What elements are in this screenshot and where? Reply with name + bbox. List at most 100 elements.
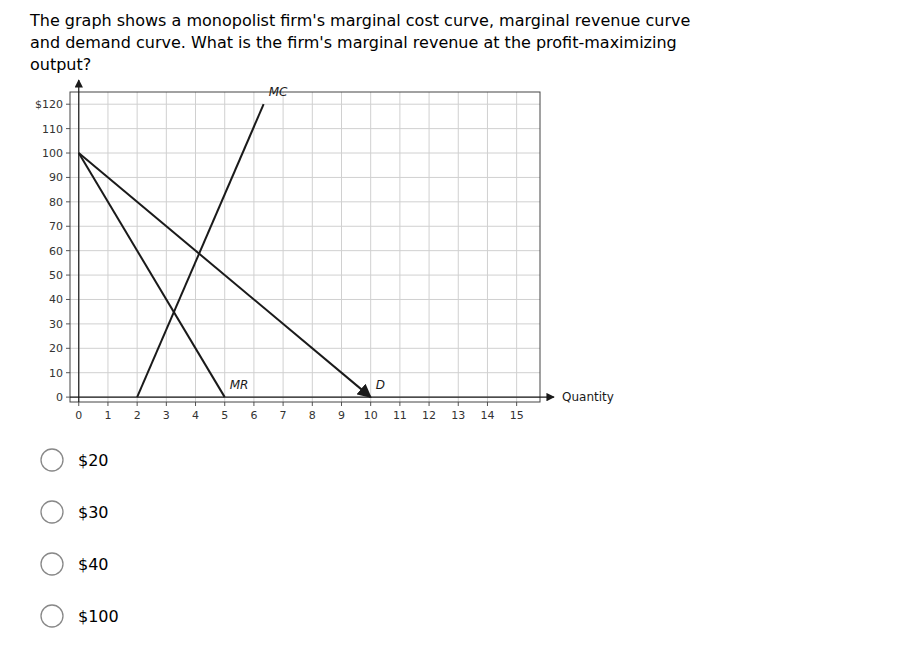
x-axis-arrow: [70, 397, 554, 398]
tick-label: 15: [510, 409, 524, 422]
tick: [66, 397, 70, 398]
tick-label: 70: [49, 220, 63, 233]
tick-label: 2: [134, 409, 141, 422]
tick: [516, 402, 517, 406]
tick-label: 90: [49, 171, 63, 184]
tick-label: 7: [280, 409, 287, 422]
tick: [66, 323, 70, 324]
tick: [487, 402, 488, 406]
plot-frame: [70, 92, 540, 402]
grid-line: [253, 92, 254, 402]
grid: [70, 92, 540, 402]
tick-label: 0: [75, 409, 82, 422]
tick: [66, 250, 70, 251]
tick: [66, 104, 70, 105]
tick: [312, 402, 313, 406]
tick: [66, 372, 70, 373]
tick-label: 60: [49, 245, 63, 258]
grid-line: [70, 177, 540, 178]
curve-label: D: [376, 378, 385, 392]
tick: [66, 275, 70, 276]
grid-line: [370, 92, 371, 402]
tick-label: 4: [192, 409, 199, 422]
tick: [66, 348, 70, 349]
grid-line: [70, 348, 540, 349]
radio-button: [41, 449, 63, 471]
grid-line: [487, 92, 488, 402]
tick: [66, 201, 70, 202]
grid-line: [70, 104, 540, 105]
tick: [107, 402, 108, 406]
tick-label: 80: [49, 196, 63, 209]
tick: [283, 402, 284, 406]
title: output?: [30, 55, 91, 74]
grid-line: [341, 92, 342, 402]
tick: [224, 402, 225, 406]
tick-label: 3: [163, 409, 170, 422]
grid-line: [429, 92, 430, 402]
curve: [79, 153, 371, 397]
tick: [66, 299, 70, 300]
tick: [399, 402, 400, 406]
radio-button: [41, 553, 63, 575]
tick: [341, 402, 342, 406]
tick: [137, 402, 138, 406]
tick: [66, 177, 70, 178]
tick: [66, 153, 70, 154]
title: and demand curve. What is the firm's mar…: [30, 33, 677, 52]
choices: $20 $30 $40 $100: [41, 449, 119, 627]
tick: [429, 402, 430, 406]
radio-button: [41, 501, 63, 523]
lines: [79, 104, 371, 397]
tick-label: 100: [42, 147, 63, 160]
tick: [370, 402, 371, 406]
choice-label: $20: [78, 451, 109, 470]
tick: [78, 402, 79, 406]
grid-line: [70, 153, 540, 154]
choice-label: $30: [78, 503, 109, 522]
grid-line: [70, 275, 540, 276]
grid-line: [107, 92, 108, 402]
grid-line: [458, 92, 459, 402]
grid-line: [283, 92, 284, 402]
tick-label: 9: [338, 409, 345, 422]
grid-line: [137, 92, 138, 402]
radio-button: [41, 605, 63, 627]
tick-label: 14: [480, 409, 494, 422]
choice-label: $40: [78, 555, 109, 574]
grid-line: [224, 92, 225, 402]
title: The graph shows a monopolist firm's marg…: [29, 11, 690, 30]
tick-label: 40: [49, 293, 63, 306]
grid-line: [399, 92, 400, 402]
chart: The graph shows a monopolist firm's marg…: [0, 0, 907, 657]
tick: [166, 402, 167, 406]
tick: [195, 402, 196, 406]
tick-label: 13: [451, 409, 465, 422]
tick-label: $120: [35, 98, 63, 111]
tick: [253, 402, 254, 406]
tick-label: 8: [309, 409, 316, 422]
curve: [137, 104, 263, 397]
tick-label: 1: [104, 409, 111, 422]
grid-line: [312, 92, 313, 402]
tick-label: 11: [393, 409, 407, 422]
grid-line: [166, 92, 167, 402]
grid-line: [70, 201, 540, 202]
grid-line: [70, 250, 540, 251]
tick-label: 50: [49, 269, 63, 282]
tick-label: 0: [56, 391, 63, 404]
grid-line: [70, 372, 540, 373]
x-axis-label: Quantity: [562, 390, 614, 404]
choice-label: $100: [78, 607, 119, 626]
grid-line: [70, 299, 540, 300]
tick-label: 10: [49, 367, 63, 380]
tick-label: 20: [49, 342, 63, 355]
curve-labels: DMRMC: [230, 85, 385, 392]
curve-label: MC: [269, 85, 288, 99]
tick-label: 5: [221, 409, 228, 422]
tick-label: 30: [49, 318, 63, 331]
curve: [79, 153, 225, 397]
axes: 0123456789101112131415010203040506070809…: [35, 80, 614, 422]
y-axis-arrow: [78, 80, 79, 402]
tick: [66, 128, 70, 129]
